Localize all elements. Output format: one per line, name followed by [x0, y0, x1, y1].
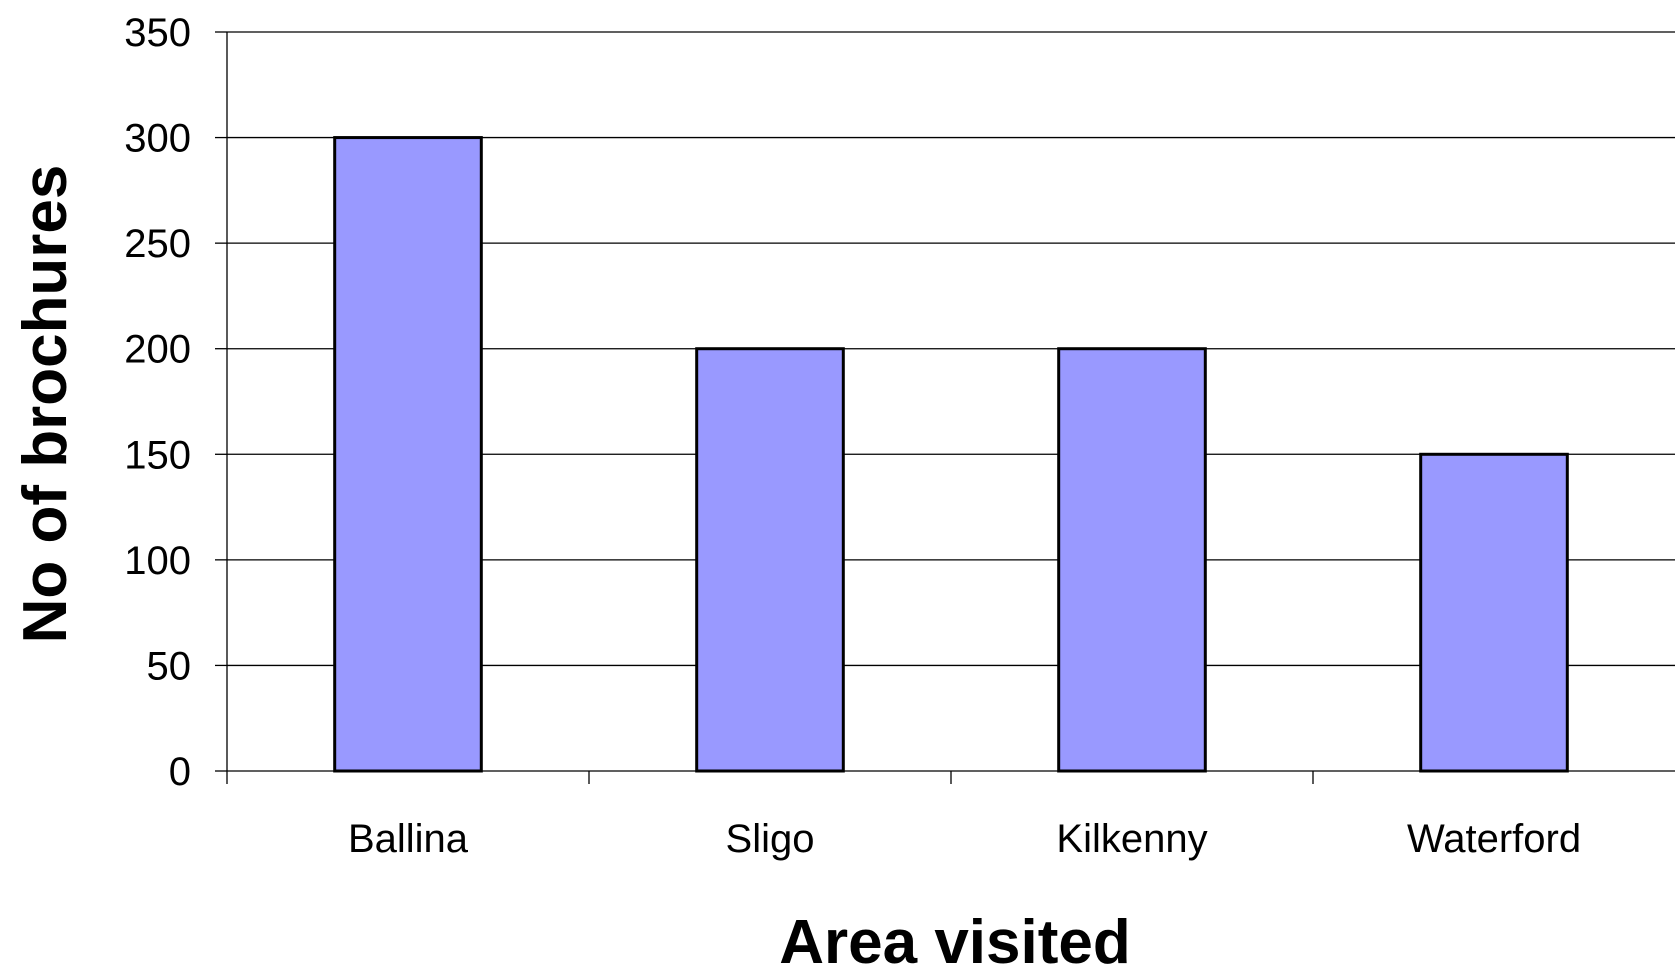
x-tick-label: Ballina: [348, 817, 469, 861]
bars: [333, 136, 1569, 773]
x-tick-label: Kilkenny: [1056, 817, 1207, 861]
y-tick-label: 200: [124, 328, 191, 372]
bar-sligo: [695, 347, 845, 773]
x-tick-label: Waterford: [1407, 817, 1581, 861]
bar-waterford: [1419, 452, 1569, 773]
y-tick-label: 300: [124, 117, 191, 161]
y-tick-label: 350: [124, 11, 191, 55]
x-tick-label: Sligo: [726, 817, 815, 861]
y-axis-title: No of brochures: [11, 165, 80, 644]
y-tick-label: 0: [169, 750, 191, 794]
y-tick-label: 150: [124, 433, 191, 477]
y-tick-label: 50: [147, 644, 192, 688]
y-tick-label: 100: [124, 539, 191, 583]
bar-kilkenny: [1057, 347, 1207, 773]
y-tick-label: 250: [124, 222, 191, 266]
y-axis: 0 50 100 150 200 250 300 350: [124, 11, 228, 794]
x-axis-title: Area visited: [779, 908, 1131, 974]
bar-ballina: [333, 136, 483, 773]
x-axis: Ballina Sligo Kilkenny Waterford: [227, 770, 1675, 861]
